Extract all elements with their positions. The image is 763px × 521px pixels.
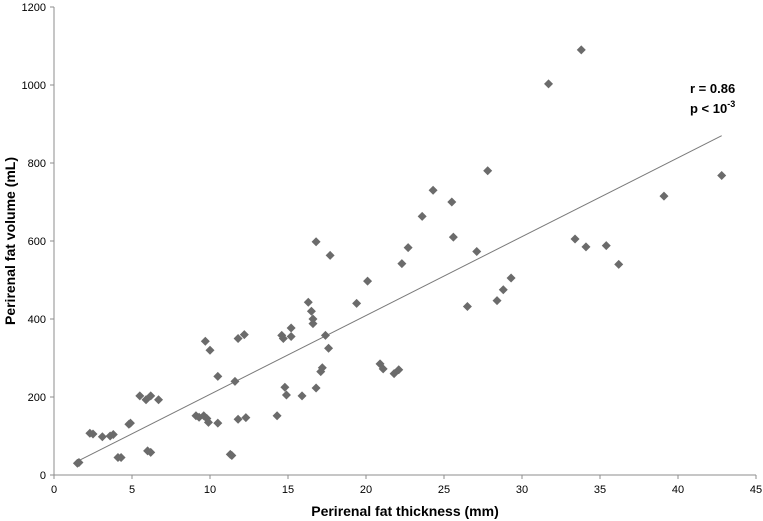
data-point (472, 247, 482, 257)
data-point (317, 363, 327, 373)
y-axis-title: Perirenal fat volume (mL) (2, 157, 18, 325)
x-tick-label: 25 (438, 484, 450, 496)
data-point (233, 414, 243, 424)
data-point (272, 411, 282, 421)
data-point (146, 391, 156, 401)
y-tick-label: 600 (28, 236, 46, 248)
data-point (498, 285, 508, 295)
x-tick-label: 5 (129, 484, 135, 496)
data-point (428, 185, 438, 195)
data-point (227, 451, 237, 460)
data-point (308, 314, 318, 324)
data-point (303, 297, 313, 307)
data-point (205, 345, 215, 355)
data-point (320, 330, 330, 340)
data-point (286, 332, 296, 342)
data-point (614, 259, 624, 269)
data-point (324, 343, 334, 353)
data-point (492, 296, 502, 306)
data-point (570, 234, 580, 244)
y-tick-label: 1200 (22, 2, 46, 14)
y-tick-label: 200 (28, 392, 46, 404)
y-tick-label: 400 (28, 314, 46, 326)
x-tick-label: 20 (360, 484, 372, 496)
x-tick-label: 10 (204, 484, 216, 496)
p-value-prefix: p < 10 (690, 101, 727, 116)
y-tick-label: 0 (40, 470, 46, 482)
data-point (308, 319, 318, 329)
data-points (72, 45, 727, 468)
axes: 0 200 400 600 800 1000 1200 0 5 10 15 20 25 30 35 40 45 (22, 2, 763, 496)
data-point (462, 302, 472, 312)
data-point (146, 447, 156, 457)
x-tick-label: 15 (282, 484, 294, 496)
data-point (286, 323, 296, 333)
data-point (576, 45, 586, 55)
data-point (417, 211, 427, 221)
data-point (200, 336, 210, 346)
data-point (717, 170, 727, 180)
data-point (88, 429, 98, 439)
p-value-annotation: p < 10-3 (690, 99, 735, 116)
trendline-group (77, 135, 722, 462)
x-tick-label: 30 (516, 484, 528, 496)
x-tick-label: 45 (750, 484, 762, 496)
data-point (297, 391, 307, 401)
data-point (116, 452, 126, 462)
data-point (581, 242, 591, 252)
data-point (108, 429, 118, 439)
data-point (544, 79, 554, 89)
y-tick-label: 800 (28, 158, 46, 170)
data-point (233, 334, 243, 343)
x-tick-label: 0 (51, 484, 57, 496)
data-point (311, 237, 321, 247)
data-point (154, 395, 164, 405)
data-point (601, 241, 611, 251)
data-point (278, 334, 288, 343)
data-point (97, 432, 107, 442)
data-point (213, 418, 223, 428)
data-point (280, 382, 290, 392)
x-axis-title: Perirenal fat thickness (mm) (311, 503, 499, 519)
data-point (230, 376, 240, 386)
data-point (213, 371, 223, 381)
x-tick-label: 35 (594, 484, 606, 496)
correlation-annotation: r = 0.86 (690, 81, 735, 96)
p-value-exponent: -3 (727, 99, 735, 109)
data-point (448, 232, 458, 242)
data-point (281, 390, 291, 400)
data-point (74, 458, 84, 468)
data-point (659, 191, 669, 201)
data-point (239, 330, 249, 340)
data-point (306, 306, 316, 316)
data-point (311, 383, 321, 393)
data-point (506, 273, 516, 283)
x-tick-label: 40 (672, 484, 684, 496)
data-point (352, 298, 362, 308)
data-point (378, 364, 388, 374)
data-point (241, 413, 251, 423)
data-point (483, 166, 493, 176)
data-point (403, 243, 413, 253)
y-tick-label: 1000 (22, 80, 46, 92)
data-point (397, 259, 407, 269)
data-point (125, 418, 135, 428)
data-point (203, 417, 213, 427)
data-point (447, 197, 457, 207)
trendline (77, 135, 722, 462)
data-point (135, 391, 145, 401)
data-point (325, 250, 335, 260)
data-point (363, 276, 373, 286)
data-point (394, 365, 404, 375)
